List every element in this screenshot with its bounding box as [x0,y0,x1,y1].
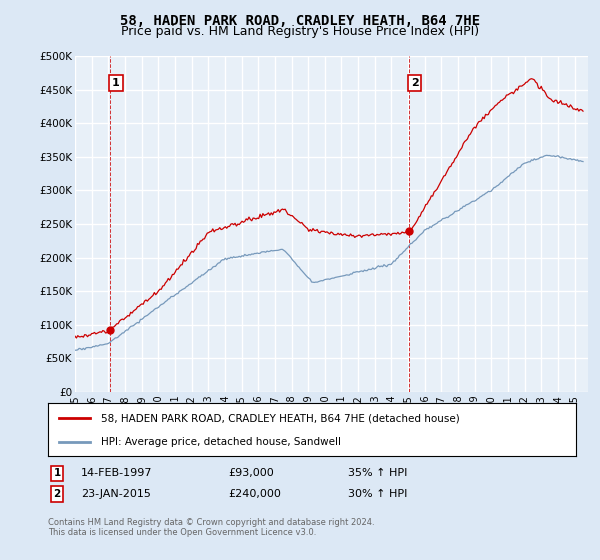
Text: Contains HM Land Registry data © Crown copyright and database right 2024.
This d: Contains HM Land Registry data © Crown c… [48,518,374,538]
Text: 14-FEB-1997: 14-FEB-1997 [81,468,152,478]
Text: HPI: Average price, detached house, Sandwell: HPI: Average price, detached house, Sand… [101,436,341,446]
Text: 1: 1 [53,468,61,478]
Text: Price paid vs. HM Land Registry's House Price Index (HPI): Price paid vs. HM Land Registry's House … [121,25,479,38]
Text: 58, HADEN PARK ROAD, CRADLEY HEATH, B64 7HE (detached house): 58, HADEN PARK ROAD, CRADLEY HEATH, B64 … [101,413,460,423]
Text: 35% ↑ HPI: 35% ↑ HPI [348,468,407,478]
Text: 30% ↑ HPI: 30% ↑ HPI [348,489,407,499]
Text: 23-JAN-2015: 23-JAN-2015 [81,489,151,499]
Text: £240,000: £240,000 [228,489,281,499]
Text: 58, HADEN PARK ROAD, CRADLEY HEATH, B64 7HE: 58, HADEN PARK ROAD, CRADLEY HEATH, B64 … [120,14,480,28]
Text: £93,000: £93,000 [228,468,274,478]
Text: 2: 2 [53,489,61,499]
Text: 2: 2 [411,78,419,88]
Text: 1: 1 [112,78,120,88]
